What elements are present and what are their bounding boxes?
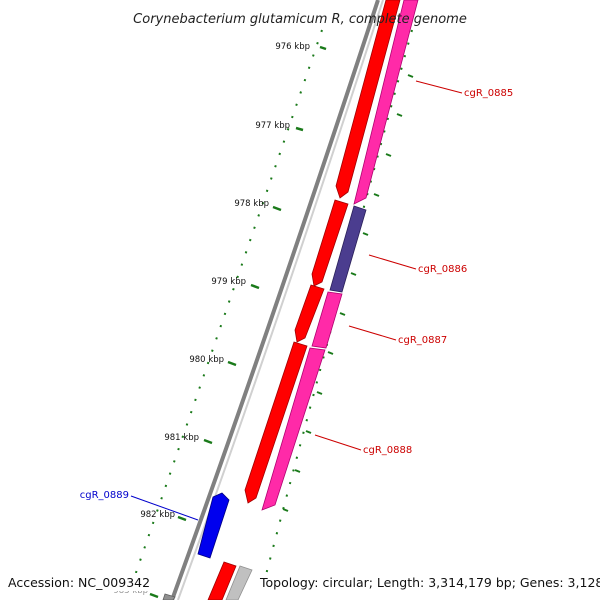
leader-cgR_0887 <box>348 325 397 341</box>
leader-cgR_0886 <box>368 254 417 270</box>
gene-cgR_0887-forward[interactable] <box>294 284 325 343</box>
gene-label-cgR_0888[interactable]: cgR_0888 <box>363 445 412 456</box>
footer-background-right <box>256 573 594 591</box>
footer-background-left <box>6 573 148 591</box>
gene-cgR_0888-reverse[interactable] <box>261 347 326 511</box>
gene-label-cgR_0887[interactable]: cgR_0887 <box>398 335 447 346</box>
ruler-label-980: 980 kbp <box>189 355 224 365</box>
gene-cgR_0887-reverse[interactable] <box>311 291 343 349</box>
gene-cgR_0885-reverse[interactable] <box>353 0 419 205</box>
gene-cgR_0886-forward[interactable] <box>311 199 349 287</box>
gene-cgR_0888-forward[interactable] <box>244 341 308 504</box>
ruler-ticks <box>149 45 327 599</box>
gene-lower-grey[interactable] <box>225 565 253 600</box>
ruler-label-978: 978 kbp <box>234 199 269 209</box>
feature-ticks <box>282 74 414 512</box>
leader-cgR_0888 <box>314 434 362 451</box>
gene-bottom-grey[interactable] <box>162 593 176 600</box>
gene-cgR_0886-reverse[interactable] <box>329 205 367 293</box>
ruler-label-979: 979 kbp <box>211 277 246 287</box>
ruler-label-982: 982 kbp <box>140 510 175 520</box>
accession-text: Accession: NC_009342 <box>8 575 150 590</box>
genome-backbone-highlight <box>177 0 384 600</box>
gene-cgR_0885-forward[interactable] <box>335 0 401 199</box>
gene-cgR_0889[interactable] <box>197 492 230 559</box>
ruler-label-981: 981 kbp <box>164 433 199 443</box>
gene-lower-forward[interactable] <box>207 561 237 600</box>
map-title: Corynebacterium glutamicum R, complete g… <box>133 12 467 27</box>
genome-stats-text: Topology: circular; Length: 3,314,179 bp… <box>259 575 600 590</box>
genome-backbone <box>170 0 380 600</box>
gene-label-cgR_0889[interactable]: cgR_0889 <box>80 490 129 501</box>
ruler-label-977: 977 kbp <box>255 121 290 131</box>
gene-label-cgR_0885[interactable]: cgR_0885 <box>464 88 513 99</box>
gene-label-cgR_0886[interactable]: cgR_0886 <box>418 264 467 275</box>
leader-cgR_0885 <box>415 80 463 94</box>
ruler-label-976: 976 kbp <box>275 42 310 52</box>
leader-cgR_0889 <box>130 495 199 521</box>
